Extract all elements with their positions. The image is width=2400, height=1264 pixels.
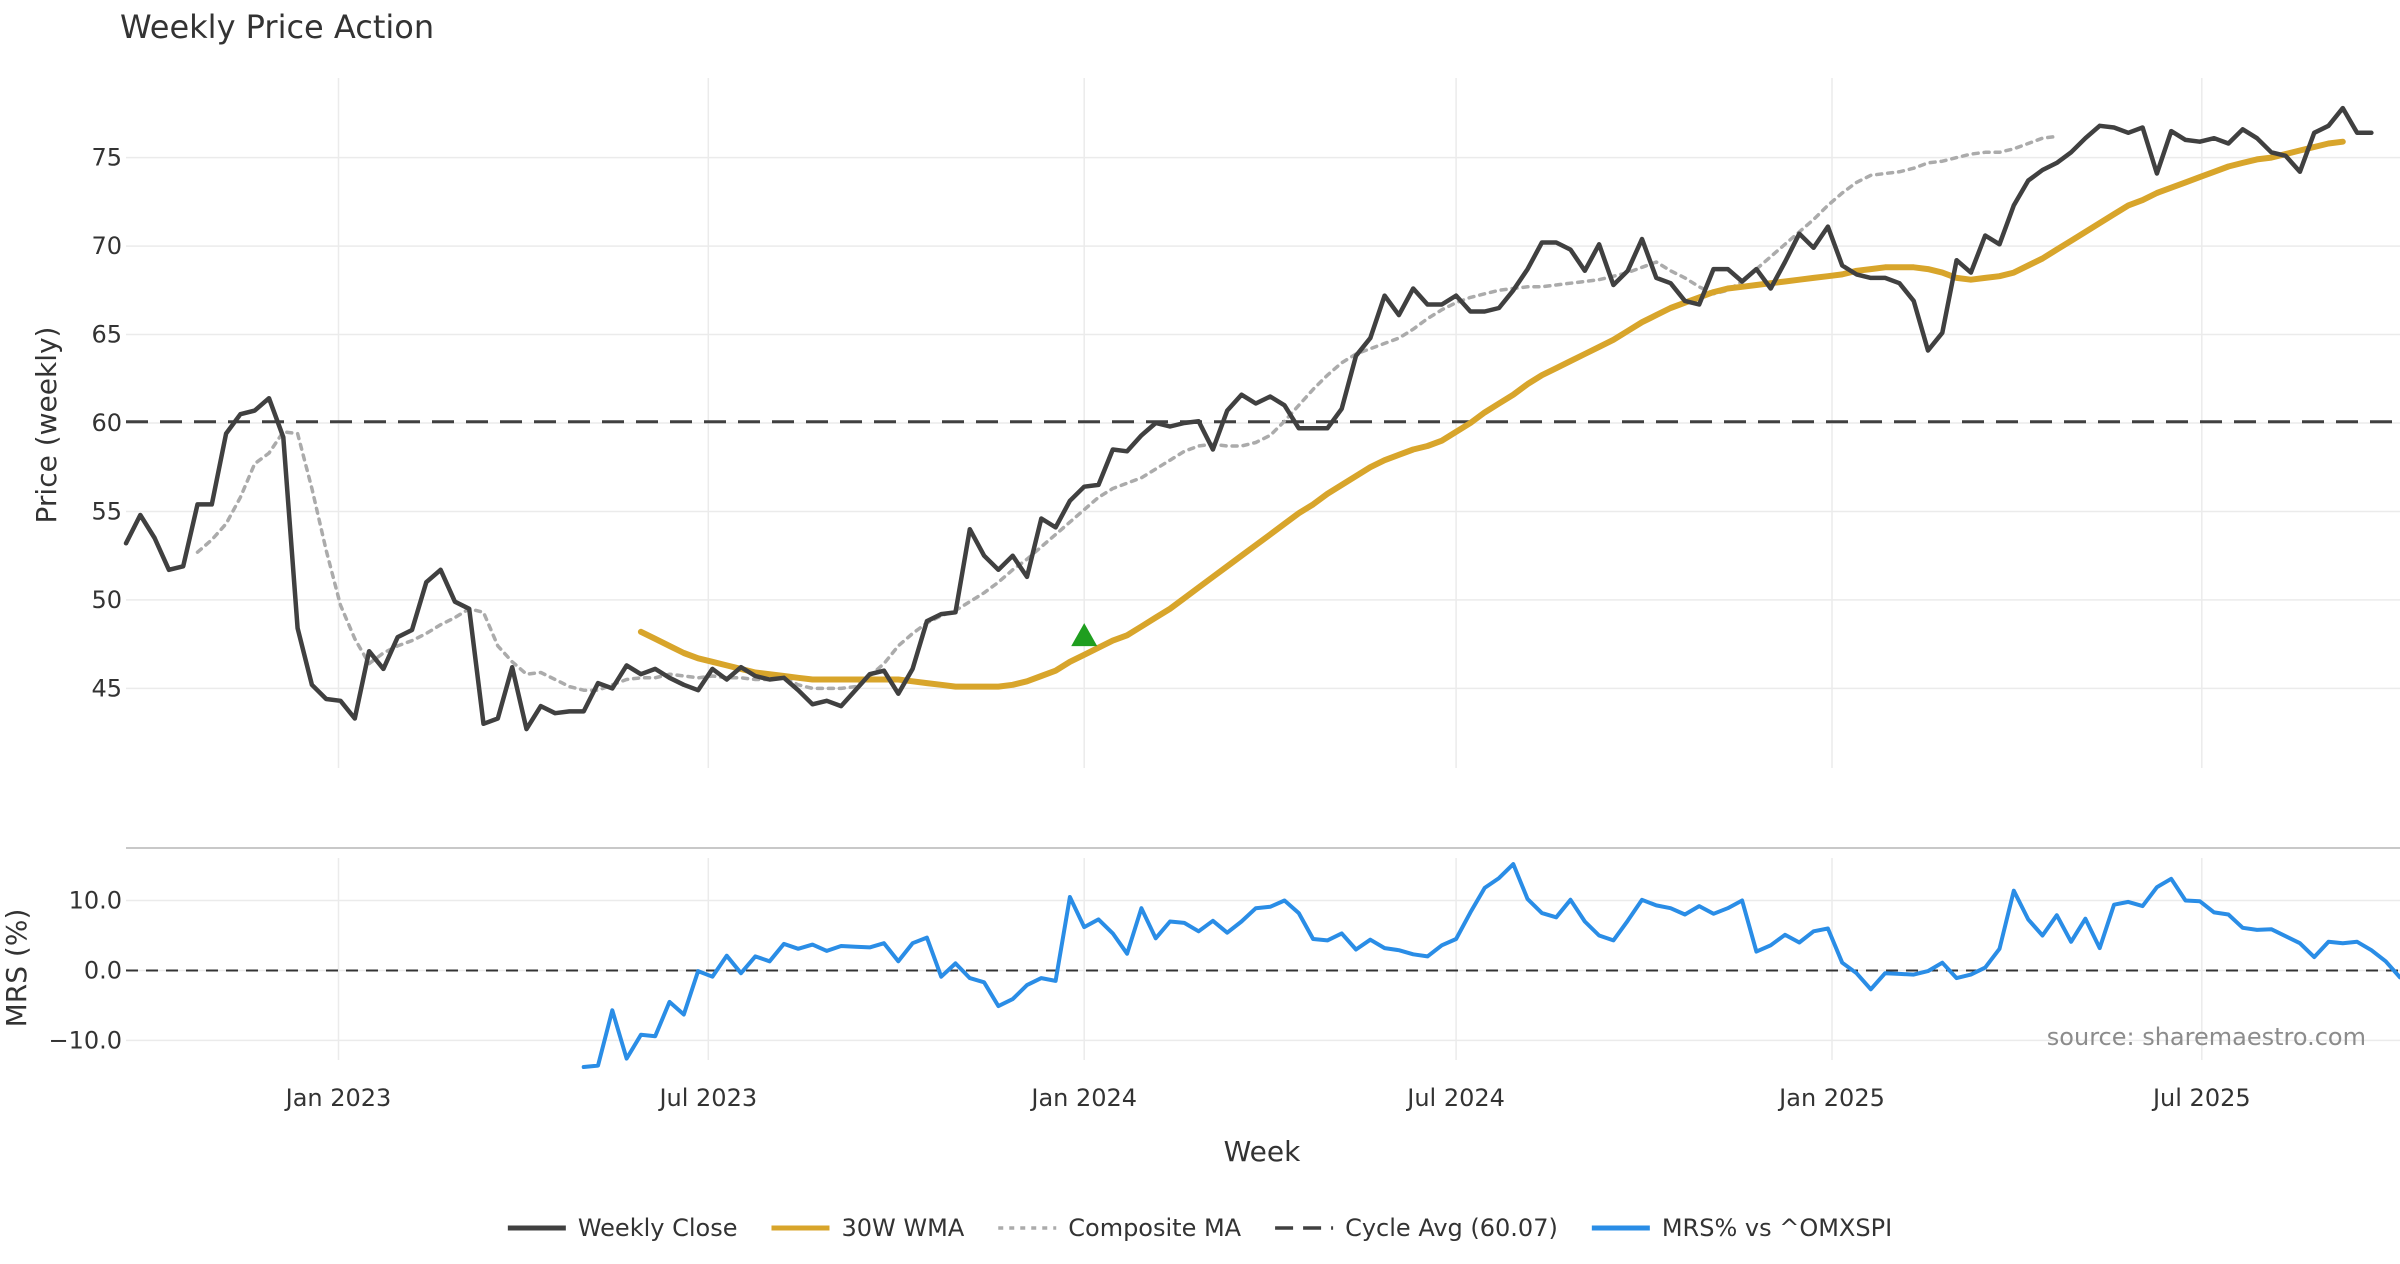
price-axis-label: Price (weekly) [30, 327, 63, 524]
price-y-tick-label: 65 [91, 321, 122, 349]
mrs-y-tick-label: −10.0 [48, 1026, 122, 1054]
weekly-close-line [123, 105, 2374, 732]
composite-ma-line [195, 134, 2059, 692]
price-y-tick-label: 50 [91, 586, 122, 614]
mrs-line [581, 862, 2400, 1069]
price-y-tick-label: 55 [91, 497, 122, 525]
x-axis-label: Week [1224, 1135, 1301, 1168]
price-y-tick-label: 45 [91, 674, 122, 702]
mrs-y-tick-label: 10.0 [69, 886, 122, 914]
wma-30w-line [637, 138, 2346, 690]
source-note: source: sharemaestro.com [2047, 1023, 2366, 1051]
price-y-tick-label: 70 [91, 232, 122, 260]
x-tick-label: Jul 2023 [657, 1084, 757, 1112]
chart-title: Weekly Price Action [120, 8, 434, 46]
price-y-tick-label: 60 [91, 409, 122, 437]
x-tick-label: Jan 2023 [284, 1084, 392, 1112]
price-y-tick-label: 75 [91, 144, 122, 172]
buy-signal-marker [1071, 623, 1098, 647]
legend: Weekly Close 30W WMA Composite MA Cycle Avg… [507, 1214, 1892, 1242]
mrs-axis-label: MRS (%) [0, 909, 33, 1028]
legend-label: Composite MA [1068, 1214, 1241, 1242]
legend-label: MRS% vs ^OMXSPI [1662, 1214, 1892, 1242]
x-tick-label: Jan 2025 [1777, 1084, 1885, 1112]
x-tick-label: Jul 2024 [1405, 1084, 1505, 1112]
legend-label: 30W WMA [841, 1214, 964, 1242]
legend-label: Cycle Avg (60.07) [1345, 1214, 1558, 1242]
legend-label: Weekly Close [578, 1214, 738, 1242]
x-tick-label: Jul 2025 [2151, 1084, 2251, 1112]
mrs-y-tick-label: 0.0 [84, 956, 122, 984]
x-tick-label: Jan 2024 [1029, 1084, 1137, 1112]
